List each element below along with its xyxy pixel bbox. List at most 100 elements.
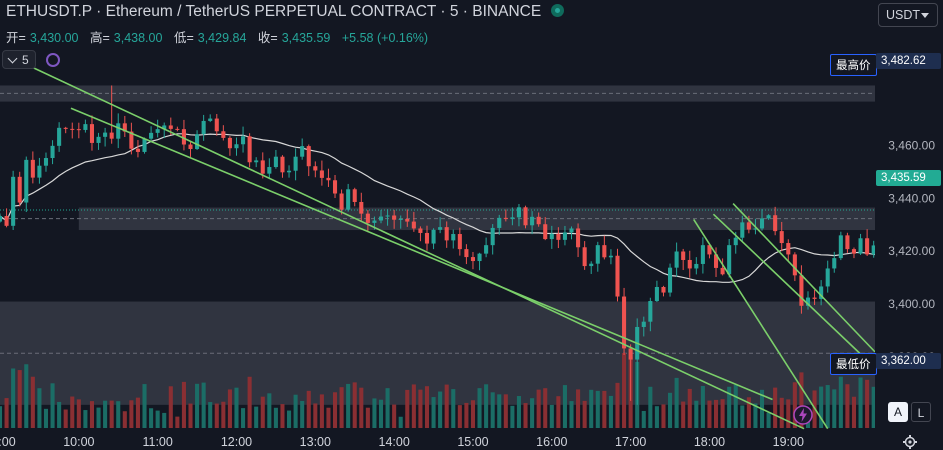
candle (694, 257, 699, 275)
symbol-label[interactable]: ETHUSDT.P (6, 3, 92, 20)
candle (819, 280, 824, 306)
candle (247, 133, 252, 168)
candle (57, 122, 62, 152)
trendline (693, 219, 829, 430)
candle (674, 242, 679, 277)
candle-body (241, 136, 246, 145)
volume-bar (622, 353, 627, 428)
volume-bar (648, 386, 653, 428)
volume-bar (451, 389, 456, 428)
close-label: 收= (257, 31, 278, 45)
trendline (70, 107, 773, 401)
candle (149, 126, 154, 141)
volume-bar (444, 384, 449, 428)
candle-body (484, 245, 489, 254)
volume-bar (562, 385, 567, 428)
candle (707, 243, 712, 259)
candle-body (181, 129, 186, 145)
candle-body (155, 129, 160, 133)
candle-body (405, 218, 410, 222)
candle-body (287, 170, 292, 173)
volume-bar (602, 390, 607, 428)
volume-bar (779, 397, 784, 428)
candle (37, 157, 42, 184)
time-tick-label: 10:00 (63, 435, 94, 449)
auto-scale-button[interactable]: A (888, 402, 908, 422)
candle (234, 137, 239, 156)
volume-bar (135, 397, 140, 428)
candle-body (293, 156, 298, 171)
candle (392, 209, 397, 229)
candle (838, 231, 843, 261)
candle (516, 203, 521, 227)
candle-body (359, 201, 364, 214)
candle (378, 210, 384, 224)
price-tick-label: 3,420.00 (888, 244, 935, 258)
market-open-status-icon (551, 4, 565, 17)
candle-body (799, 275, 804, 306)
candle-body (825, 268, 830, 287)
candle (431, 228, 436, 250)
settings-gear-icon[interactable] (902, 434, 918, 450)
low-label: 低= (173, 31, 194, 45)
volume-bar (792, 382, 797, 428)
volume-bar (727, 386, 732, 428)
volume-bar (247, 376, 252, 428)
ohlc-legend: 开= 3,430.00 高= 3,438.00 低= 3,429.84 收= 3,435… (6, 27, 432, 46)
candle (720, 258, 725, 276)
candle (451, 229, 456, 249)
volume-bar (208, 402, 213, 428)
volume-bar (707, 400, 712, 428)
candle (759, 209, 765, 231)
indicator-marker-icon[interactable] (45, 52, 61, 68)
candle (280, 155, 285, 178)
volume-bar (398, 416, 403, 428)
candle (287, 165, 292, 178)
candle-body (96, 136, 101, 143)
indicator-collapse-button[interactable]: 5 (2, 50, 36, 69)
candle-body (510, 217, 515, 219)
volume-bar (181, 381, 186, 428)
candle (201, 114, 206, 141)
candle (858, 233, 863, 255)
candle-body (766, 215, 771, 219)
currency-select[interactable]: USDT (878, 3, 938, 27)
trendline (23, 62, 805, 430)
volume-bar (477, 388, 482, 428)
candle (116, 113, 121, 149)
candle-body (470, 257, 476, 262)
candle-body (424, 232, 430, 244)
candle (536, 212, 541, 227)
candle-body (254, 160, 259, 163)
volume-bar (37, 388, 42, 428)
candle-body (175, 128, 180, 130)
candle (812, 289, 817, 306)
volume-bar (313, 403, 318, 428)
candle-body (871, 245, 876, 255)
candle-body (326, 177, 331, 181)
candle (773, 206, 778, 236)
candle-body (674, 251, 679, 268)
time-tick-label: 14:00 (379, 435, 410, 449)
candle (254, 157, 259, 168)
candle-body (536, 216, 541, 225)
candle-body (779, 231, 784, 244)
candle-body (727, 245, 732, 275)
alert-lightning-icon[interactable] (792, 404, 814, 426)
candle-body (201, 120, 206, 135)
candle (602, 235, 607, 260)
candle-body (103, 132, 108, 137)
candle-body (464, 249, 469, 258)
candle-body (549, 233, 554, 240)
candle-body (819, 286, 824, 299)
candle-body (654, 286, 659, 302)
log-scale-button[interactable]: L (911, 402, 931, 422)
volume-bar (569, 401, 574, 428)
candle (332, 175, 338, 198)
candle (188, 142, 193, 157)
candle (641, 316, 646, 337)
candle-body (444, 227, 449, 241)
volume-bar (418, 389, 423, 428)
open-label: 开= (6, 31, 26, 45)
